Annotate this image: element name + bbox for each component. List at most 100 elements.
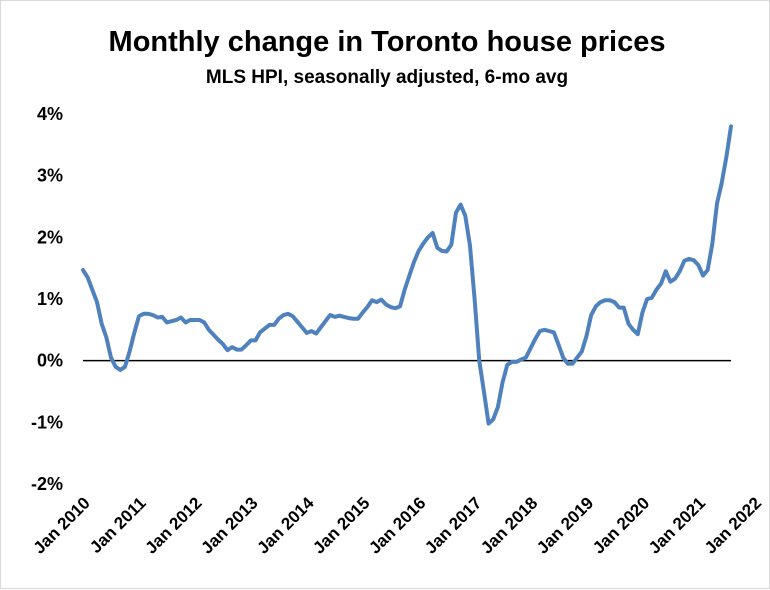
data-point bbox=[132, 331, 136, 335]
data-point bbox=[589, 313, 593, 317]
data-point bbox=[459, 203, 463, 207]
data-point bbox=[398, 304, 402, 308]
data-point bbox=[463, 214, 467, 218]
data-point bbox=[529, 346, 533, 350]
data-point bbox=[118, 368, 122, 372]
data-point bbox=[347, 316, 351, 320]
data-point bbox=[90, 288, 94, 292]
data-point bbox=[86, 275, 90, 279]
data-point bbox=[431, 231, 435, 235]
data-point bbox=[323, 319, 327, 323]
x-tick-label: Jan 2016 bbox=[365, 493, 429, 557]
data-point bbox=[491, 417, 495, 421]
data-point bbox=[309, 329, 313, 333]
data-point bbox=[361, 311, 365, 315]
y-tick-label: -1% bbox=[31, 412, 63, 432]
data-point bbox=[561, 356, 565, 360]
data-point bbox=[445, 250, 449, 254]
data-point bbox=[501, 380, 505, 384]
series-layer bbox=[81, 124, 733, 426]
data-point bbox=[393, 306, 397, 310]
data-point bbox=[673, 277, 677, 281]
data-point bbox=[216, 338, 220, 342]
data-point bbox=[547, 329, 551, 333]
data-point bbox=[692, 258, 696, 262]
data-point bbox=[109, 356, 113, 360]
x-tick-label: Jan 2017 bbox=[421, 493, 485, 557]
data-point bbox=[244, 343, 248, 347]
data-point bbox=[300, 325, 304, 329]
data-point bbox=[235, 348, 239, 352]
data-point bbox=[258, 330, 262, 334]
data-point bbox=[179, 316, 183, 320]
data-point bbox=[449, 243, 453, 247]
data-point bbox=[664, 269, 668, 273]
data-point bbox=[552, 330, 556, 334]
data-point bbox=[566, 362, 570, 366]
data-point bbox=[482, 390, 486, 394]
data-point bbox=[496, 405, 500, 409]
data-point bbox=[267, 323, 271, 327]
data-point bbox=[407, 274, 411, 278]
data-point bbox=[319, 325, 323, 329]
data-point bbox=[295, 320, 299, 324]
data-point bbox=[706, 268, 710, 272]
data-point bbox=[384, 303, 388, 307]
data-point bbox=[487, 422, 491, 426]
data-point bbox=[100, 322, 104, 326]
data-point bbox=[142, 312, 146, 316]
data-point bbox=[580, 349, 584, 353]
chart-title: Monthly change in Toronto house prices bbox=[109, 26, 666, 58]
data-point bbox=[291, 314, 295, 318]
data-point bbox=[277, 317, 281, 321]
data-point bbox=[128, 349, 132, 353]
data-point bbox=[226, 348, 230, 352]
data-point bbox=[104, 335, 108, 339]
data-point bbox=[682, 259, 686, 263]
data-point bbox=[160, 315, 164, 319]
data-point bbox=[710, 242, 714, 246]
chart-subtitle: MLS HPI, seasonally adjusted, 6-mo avg bbox=[206, 67, 568, 88]
data-point bbox=[230, 345, 234, 349]
data-point bbox=[412, 260, 416, 264]
data-point bbox=[584, 334, 588, 338]
data-point bbox=[631, 328, 635, 332]
data-point bbox=[626, 322, 630, 326]
y-tick-label: 4% bbox=[37, 104, 63, 124]
data-point bbox=[403, 288, 407, 292]
data-point bbox=[454, 211, 458, 215]
data-point bbox=[146, 312, 150, 316]
x-tick-label: Jan 2021 bbox=[645, 493, 709, 557]
data-point bbox=[715, 201, 719, 205]
data-point bbox=[193, 318, 197, 322]
data-point bbox=[510, 360, 514, 364]
x-tick-label: Jan 2015 bbox=[309, 493, 373, 557]
y-tick-label: 2% bbox=[37, 227, 63, 247]
data-point bbox=[598, 300, 602, 304]
data-point bbox=[687, 257, 691, 261]
y-axis-ticks: 4% 3% 2% 1% 0% -1% -2% bbox=[31, 104, 63, 494]
data-point bbox=[249, 338, 253, 342]
data-point bbox=[151, 313, 155, 317]
data-point bbox=[575, 356, 579, 360]
data-point bbox=[622, 306, 626, 310]
data-point bbox=[156, 316, 160, 320]
data-point bbox=[617, 306, 621, 310]
data-point bbox=[342, 315, 346, 319]
data-point bbox=[202, 320, 206, 324]
data-point bbox=[375, 300, 379, 304]
data-point bbox=[370, 298, 374, 302]
data-point bbox=[417, 249, 421, 253]
x-tick-label: Jan 2013 bbox=[197, 493, 261, 557]
data-point bbox=[421, 242, 425, 246]
x-tick-label: Jan 2020 bbox=[589, 493, 653, 557]
data-point bbox=[515, 360, 519, 364]
data-point bbox=[636, 332, 640, 336]
data-point bbox=[571, 362, 575, 366]
data-point bbox=[337, 314, 341, 318]
data-point bbox=[519, 357, 523, 361]
data-point bbox=[95, 300, 99, 304]
data-point bbox=[440, 249, 444, 253]
data-point bbox=[351, 317, 355, 321]
